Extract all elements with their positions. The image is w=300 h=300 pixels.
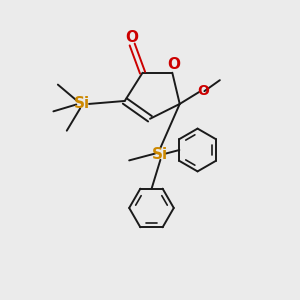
Text: Si: Si — [152, 147, 169, 162]
Text: Si: Si — [74, 96, 90, 111]
Text: O: O — [197, 84, 209, 98]
Text: O: O — [167, 57, 180, 72]
Text: O: O — [126, 30, 139, 45]
